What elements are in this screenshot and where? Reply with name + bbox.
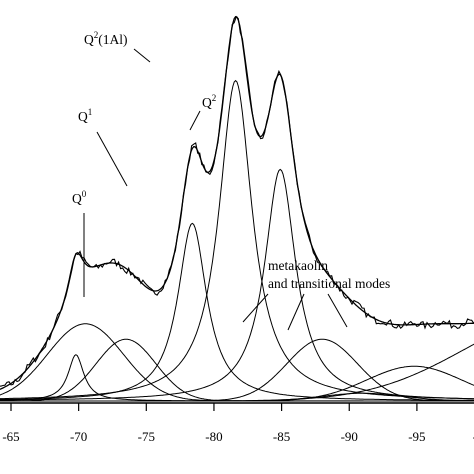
q2-label: Q2 (202, 93, 216, 110)
component-peak-10 (0, 392, 474, 402)
x-tick-label-3: -80 (205, 429, 222, 444)
component-peak-3 (0, 338, 474, 402)
component-peak-5 (0, 79, 474, 400)
q2-1al-leader (133, 48, 151, 63)
component-peak-4 (0, 222, 474, 401)
metakaolin-label-line2: and transitional modes (268, 276, 390, 291)
q2-leader (189, 110, 201, 131)
x-tick-label-1: -70 (70, 429, 87, 444)
x-tick-label-0: -65 (2, 429, 19, 444)
metakaolin-leader-3 (327, 293, 348, 328)
component-peak-1 (0, 354, 474, 402)
fitted-envelope-line (0, 15, 474, 390)
x-tick-label-4: -85 (273, 429, 290, 444)
q2-1al-label: Q2(1Al) (84, 30, 128, 47)
x-tick-label-5: -90 (341, 429, 358, 444)
metakaolin-label-line1: metakaolin (268, 258, 328, 273)
q1-leader (96, 131, 128, 187)
metakaolin-leader-2 (287, 293, 305, 331)
q1-label: Q1 (78, 107, 92, 124)
x-tick-label-7: -100 (473, 429, 474, 444)
experimental-spectrum-line (0, 15, 474, 387)
x-tick-label-6: -95 (408, 429, 425, 444)
x-axis-ticks: -65-70-75-80-85-90-95-100-105-110-115 (2, 403, 474, 444)
fitted-components (0, 79, 474, 402)
q0-label: Q0 (72, 189, 87, 206)
component-peak-6 (0, 168, 474, 401)
x-tick-label-2: -75 (138, 429, 155, 444)
component-peak-7 (0, 338, 474, 402)
metakaolin-leader-1 (242, 293, 269, 323)
